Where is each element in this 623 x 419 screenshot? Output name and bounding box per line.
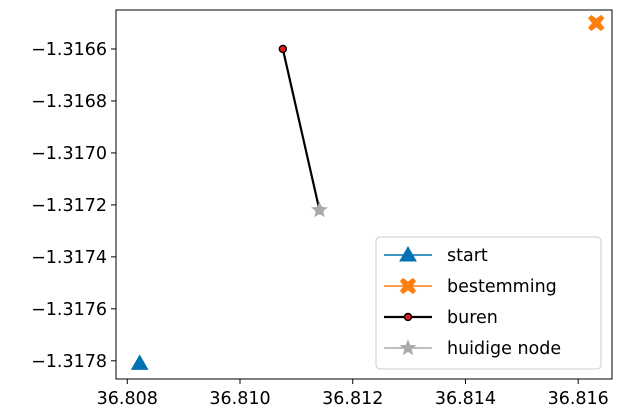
x-tick-label: 36.816: [548, 389, 609, 409]
x-tick-label: 36.810: [209, 389, 270, 409]
legend-label-buren: buren: [447, 308, 498, 328]
plot-area: [130, 14, 605, 370]
x-tick-label: 36.812: [322, 389, 383, 409]
y-tick-label: −1.3172: [31, 196, 107, 216]
legend-marker-huidige-node: [399, 339, 417, 356]
y-tick-label: −1.3176: [31, 300, 107, 320]
legend-box: [375, 236, 602, 370]
legend-label-bestemming: bestemming: [447, 277, 557, 297]
y-tick-label: −1.3170: [31, 144, 107, 164]
legend-marker-start: [399, 245, 417, 262]
y-tick-label: −1.3174: [31, 248, 107, 268]
y-axis: −1.3166 −1.3168 −1.3170 −1.3172 −1.3174 −1.31…: [31, 40, 116, 372]
legend-label-start: start: [447, 246, 488, 266]
huidige-node-point: [311, 201, 328, 218]
y-tick-label: −1.3178: [31, 352, 107, 372]
bestemming-point: [588, 14, 605, 32]
y-tick-label: −1.3168: [31, 92, 107, 112]
legend-marker-bestemming: [399, 277, 417, 295]
x-axis: 36.808 36.810 36.812 36.814 36.816: [97, 379, 609, 409]
legend: start bestemming buren huidige node: [375, 236, 602, 370]
plot-frame: [115, 9, 613, 380]
legend-marker-buren: [403, 312, 413, 322]
buren-line: [281, 48, 321, 211]
x-tick-label: 36.814: [435, 389, 496, 409]
buren-point: [278, 44, 288, 54]
y-tick-label: −1.3166: [31, 40, 107, 60]
legend-label-huidige-node: huidige node: [447, 339, 561, 359]
start-point: [130, 354, 149, 370]
x-tick-label: 36.808: [97, 389, 158, 409]
